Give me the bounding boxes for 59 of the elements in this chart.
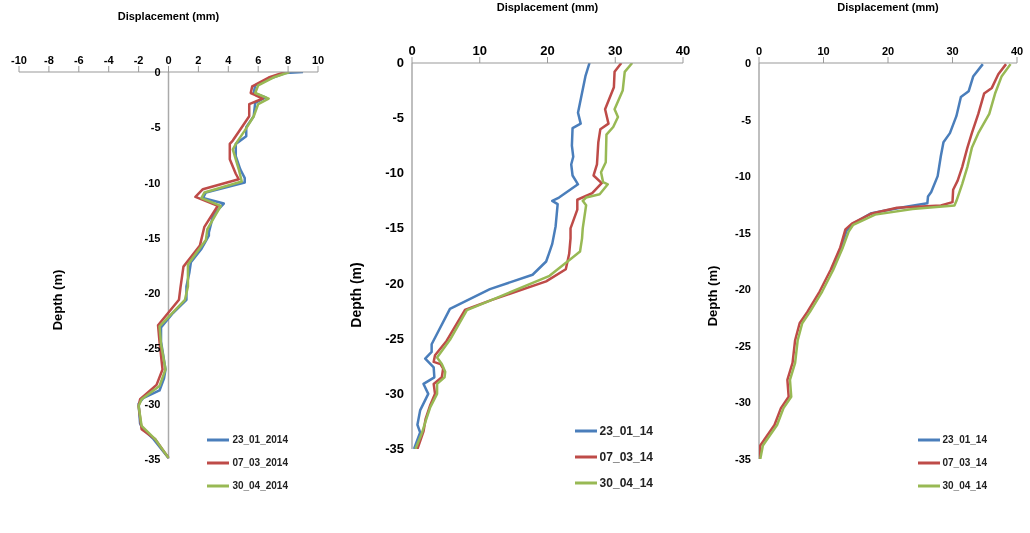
- x-tick-label: 40: [1010, 45, 1024, 57]
- x-tick-label: 30: [608, 43, 623, 58]
- legend-label: 07_03_14: [599, 450, 653, 464]
- y-tick-label: -35: [735, 453, 751, 465]
- y-tick-label: -5: [741, 113, 751, 126]
- y-tick-label: -5: [150, 121, 161, 134]
- y-tick-label: -10: [144, 176, 161, 189]
- x-tick-label: -8: [44, 54, 54, 66]
- y-tick-label: -15: [385, 220, 404, 236]
- x-tick-label: 10: [311, 54, 325, 66]
- y-tick-label: -30: [144, 397, 161, 410]
- x-tick-label: 20: [881, 45, 895, 57]
- y-axis-title: Depth (m): [704, 265, 720, 326]
- y-tick-label: -10: [385, 165, 404, 181]
- x-tick-label: -6: [73, 54, 84, 66]
- legend-label: 23_01_14: [942, 434, 987, 445]
- legend-label: 23_01_14: [599, 424, 653, 438]
- y-tick-label: -20: [385, 275, 404, 291]
- y-tick-label: -10: [735, 170, 751, 183]
- legend-label: 30_04_14: [599, 476, 653, 490]
- x-axis-title: Displacement (mm): [496, 1, 599, 13]
- x-tick-label: -10: [11, 54, 27, 66]
- legend-label: 07_03_2014: [232, 457, 288, 468]
- y-axis-title: Depth (m): [49, 269, 65, 331]
- y-tick-label: -5: [392, 110, 404, 126]
- y-tick-label: -35: [144, 453, 161, 465]
- line-series: [412, 63, 591, 449]
- x-tick-label: 0: [408, 43, 416, 58]
- x-axis-title: Displacement (mm): [837, 1, 940, 13]
- x-tick-label: 10: [472, 43, 487, 58]
- x-tick-label: 0: [755, 45, 763, 57]
- x-tick-label: 2: [195, 54, 202, 66]
- y-tick-label: -15: [144, 231, 161, 244]
- x-tick-label: -4: [103, 54, 115, 66]
- x-tick-label: 4: [225, 54, 233, 66]
- y-tick-label: 0: [154, 66, 161, 78]
- legend-label: 30_04_14: [942, 480, 987, 491]
- y-tick-label: -35: [385, 441, 404, 456]
- x-tick-label: 8: [285, 54, 292, 66]
- y-tick-label: -25: [144, 342, 161, 355]
- legend-label: 23_01_2014: [232, 434, 288, 445]
- x-tick-label: 0: [165, 54, 172, 66]
- legend-label: 07_03_14: [942, 457, 987, 468]
- x-tick-label: -2: [133, 54, 144, 66]
- x-tick-label: 30: [946, 45, 959, 57]
- y-tick-label: -30: [385, 385, 404, 401]
- y-tick-label: -25: [735, 339, 751, 352]
- legend-label: 30_04_2014: [232, 480, 288, 491]
- y-tick-label: -20: [735, 283, 751, 296]
- y-tick-label: -15: [735, 226, 751, 239]
- x-tick-label: 10: [817, 45, 830, 57]
- x-tick-label: 40: [675, 43, 691, 58]
- x-axis-title: Displacement (mm): [117, 10, 220, 22]
- y-tick-label: -30: [735, 396, 751, 409]
- y-axis-title: Depth (m): [348, 262, 364, 328]
- x-tick-label: 20: [540, 43, 555, 58]
- y-tick-label: -25: [385, 330, 404, 346]
- y-tick-label: -20: [144, 287, 161, 300]
- x-tick-label: 6: [255, 54, 262, 66]
